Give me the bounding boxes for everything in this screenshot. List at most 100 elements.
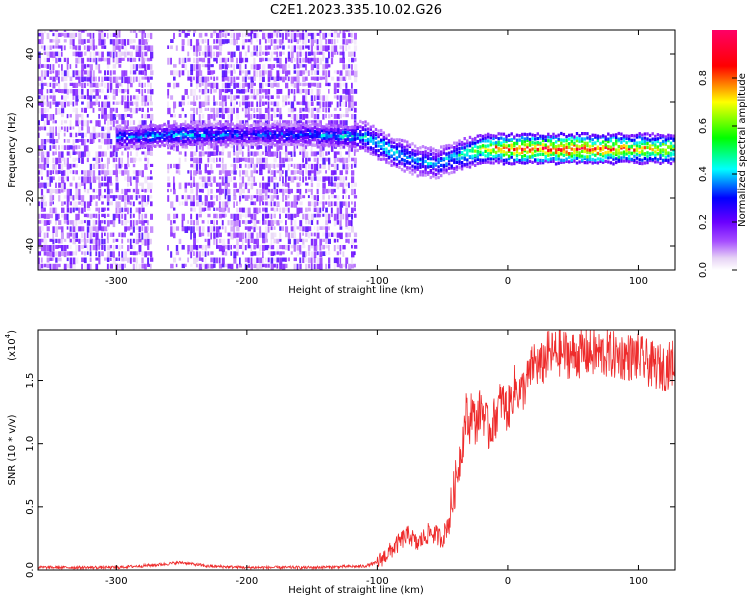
- spectrogram-noise-cell: [75, 151, 78, 155]
- spectrogram-noise-cell: [167, 89, 170, 96]
- spectrogram-signal-cell: [468, 161, 472, 165]
- spectrogram-signal-cell: [186, 137, 190, 141]
- spectrogram-noise-cell: [273, 151, 277, 157]
- spectrogram-signal-cell: [198, 141, 202, 145]
- spectrogram-signal-cell: [366, 146, 370, 150]
- spectrogram-noise-cell: [38, 176, 40, 183]
- spectrogram-signal-cell: [440, 152, 443, 156]
- spectrogram-noise-cell: [250, 64, 253, 70]
- spectrogram-noise-cell: [132, 107, 137, 114]
- spectrogram-noise-cell: [224, 70, 228, 77]
- spectrogram-noise-cell: [262, 238, 266, 244]
- spectrogram-noise-cell: [101, 39, 105, 46]
- spectrogram-signal-cell: [672, 137, 675, 141]
- spectrogram-signal-cell: [440, 174, 443, 178]
- spectrogram-signal-cell: [515, 138, 519, 142]
- spectrogram-signal-cell: [408, 151, 412, 155]
- spectrogram-noise-cell: [328, 139, 332, 146]
- spectrogram-signal-cell: [560, 152, 563, 156]
- spectrogram-signal-cell: [635, 156, 639, 160]
- spectrogram-signal-cell: [403, 152, 406, 156]
- spectrogram-signal-cell: [135, 138, 138, 142]
- spectrogram-noise-cell: [66, 57, 69, 65]
- spectrogram-noise-cell: [61, 238, 63, 244]
- spectrogram-noise-cell: [106, 170, 110, 175]
- spectrogram-noise-cell: [98, 238, 101, 246]
- spectrogram-noise-cell: [98, 257, 101, 265]
- spectrogram-signal-cell: [526, 161, 529, 165]
- spectrogram-signal-cell: [144, 131, 148, 136]
- spectrogram-signal-cell: [500, 156, 503, 160]
- spectrogram-noise-cell: [333, 195, 337, 199]
- spectrogram-signal-cell: [153, 138, 157, 142]
- spectrogram-noise-cell: [276, 82, 280, 88]
- spectrogram-noise-cell: [190, 195, 194, 201]
- spectrogram-noise-cell: [336, 120, 339, 127]
- spectrogram-noise-cell: [348, 145, 352, 152]
- spectrogram-noise-cell: [127, 170, 130, 177]
- spectrogram-noise-cell: [218, 195, 222, 201]
- spectrogram-noise-cell: [52, 238, 55, 245]
- spectrogram-noise-cell: [150, 107, 153, 112]
- spectrogram-noise-cell: [236, 251, 239, 256]
- spectrogram-signal-cell: [390, 159, 393, 163]
- spectrogram-noise-cell: [55, 101, 59, 107]
- spectrogram-signal-cell: [492, 150, 495, 154]
- spectrogram-noise-cell: [66, 176, 69, 182]
- spectrogram-signal-cell: [539, 136, 542, 140]
- spectrogram-noise-cell: [175, 163, 180, 170]
- spectrogram-noise-cell: [351, 101, 355, 109]
- spectrogram-noise-cell: [167, 151, 171, 155]
- spectrogram-noise-cell: [342, 245, 346, 250]
- spectrogram-noise-cell: [353, 89, 358, 94]
- spectrogram-noise-cell: [236, 114, 240, 120]
- spectrogram-noise-cell: [40, 201, 44, 209]
- spectrogram-noise-cell: [81, 151, 85, 158]
- spectrogram-signal-cell: [484, 146, 487, 150]
- spectrogram-noise-cell: [351, 182, 354, 188]
- spectrogram-noise-cell: [207, 89, 210, 94]
- spectrogram-noise-cell: [147, 251, 151, 256]
- spectrogram-signal-cell: [387, 143, 391, 147]
- spectrogram-signal-cell: [620, 145, 623, 149]
- spectrogram-signal-cell: [607, 160, 610, 164]
- spectrogram-noise-cell: [339, 213, 342, 221]
- spectrogram-signal-cell: [672, 134, 675, 138]
- spectrogram-signal-cell: [565, 142, 568, 146]
- spectrogram-signal-cell: [562, 138, 566, 142]
- spectrogram-noise-cell: [58, 132, 60, 140]
- spectrogram-noise-cell: [264, 39, 267, 44]
- spectrogram-noise-cell: [293, 82, 297, 88]
- spectrogram-signal-cell: [366, 130, 370, 135]
- spectrogram-noise-cell: [307, 70, 310, 76]
- spectrogram-noise-cell: [296, 51, 299, 58]
- spectrogram-signal-cell: [337, 143, 340, 147]
- spectrogram-noise-cell: [224, 201, 229, 208]
- spectrogram-signal-cell: [434, 162, 438, 166]
- spectrogram-signal-cell: [165, 142, 169, 146]
- spectrogram-noise-cell: [322, 245, 325, 250]
- spectrogram-noise-cell: [101, 170, 104, 175]
- spectrogram-signal-cell: [437, 157, 440, 161]
- spectrogram-signal-cell: [492, 136, 495, 141]
- spectrogram-noise-cell: [86, 114, 89, 118]
- spectrogram-noise-cell: [224, 145, 228, 149]
- spectrogram-noise-cell: [43, 120, 46, 127]
- spectrogram-noise-cell: [63, 95, 67, 102]
- spectrogram-noise-cell: [310, 64, 314, 71]
- spectrogram-noise-cell: [299, 120, 303, 124]
- spectrogram-noise-cell: [305, 57, 309, 63]
- spectrogram-noise-cell: [141, 101, 144, 106]
- spectrogram-noise-cell: [195, 201, 199, 207]
- spectrogram-noise-cell: [40, 238, 44, 243]
- spectrogram-signal-cell: [316, 127, 319, 132]
- spectrogram-noise-cell: [69, 220, 73, 225]
- spectrogram-noise-cell: [69, 245, 72, 250]
- spectrogram-noise-cell: [216, 232, 219, 238]
- spectrogram-signal-cell: [132, 141, 136, 146]
- spectrogram-signal-cell: [526, 133, 529, 137]
- spectrogram-noise-cell: [273, 114, 276, 118]
- spectrogram-signal-cell: [594, 158, 597, 162]
- spectrogram-signal-cell: [484, 139, 487, 143]
- spectrogram-noise-cell: [345, 257, 349, 264]
